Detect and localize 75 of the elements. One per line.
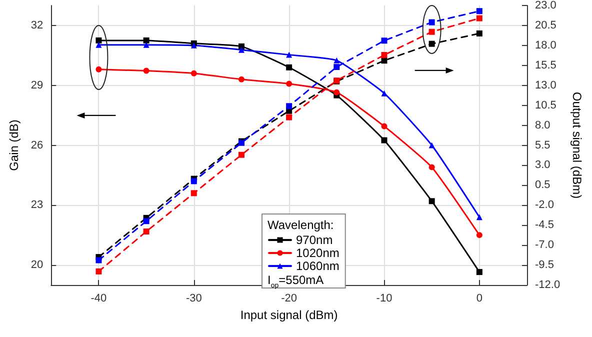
point xyxy=(428,19,435,26)
legend-label: 1020nm xyxy=(296,246,340,260)
y2-tick-label: -12.0 xyxy=(535,279,560,291)
point xyxy=(381,58,388,64)
point xyxy=(143,42,150,48)
y2-tick-label: 20.5 xyxy=(535,19,556,32)
point xyxy=(476,214,482,220)
y2-tick-label: -2.0 xyxy=(535,199,554,212)
x-tick-label: 0 xyxy=(476,292,482,304)
x-tick-label: -10 xyxy=(376,292,392,304)
point xyxy=(428,198,435,204)
x-tick-label: -30 xyxy=(186,292,202,304)
y2-tick-label: 5.5 xyxy=(535,139,550,152)
point xyxy=(96,268,102,274)
point xyxy=(476,8,482,14)
y2-tick-label: -7.0 xyxy=(535,239,554,252)
point xyxy=(428,28,435,35)
point xyxy=(286,103,292,110)
y2-tick-label: 18.0 xyxy=(535,39,556,52)
point xyxy=(190,178,197,184)
y2-tick-label: -9.5 xyxy=(535,259,554,272)
y2-tick-label: 0.5 xyxy=(535,179,550,192)
y-tick-label: 29 xyxy=(30,79,44,92)
point xyxy=(381,38,388,44)
point xyxy=(96,42,102,48)
point xyxy=(190,70,197,76)
point xyxy=(286,80,292,87)
y2-tick-label: 8.0 xyxy=(535,119,550,132)
y-axis-title: Gain (dB) xyxy=(7,120,21,171)
y2-axis-title: Output signal (dBm) xyxy=(570,92,584,199)
legend-title: Wavelength: xyxy=(268,218,334,232)
point xyxy=(238,46,244,53)
point xyxy=(381,137,388,144)
point xyxy=(381,123,388,130)
y2-tick-label: 3.0 xyxy=(535,159,550,172)
point xyxy=(143,68,150,74)
point xyxy=(334,57,340,64)
point xyxy=(143,228,150,234)
y-tick-label: 32 xyxy=(30,19,44,32)
y2-tick-label: -4.5 xyxy=(535,219,554,232)
point xyxy=(96,66,102,72)
point xyxy=(96,37,102,44)
y2-tick-label: 13.0 xyxy=(535,79,556,92)
point xyxy=(143,218,150,224)
point xyxy=(428,142,435,148)
point xyxy=(381,52,388,58)
point xyxy=(238,76,244,82)
point xyxy=(476,269,482,276)
point xyxy=(428,40,435,47)
point xyxy=(476,15,482,22)
y-tick-label: 20 xyxy=(30,259,44,272)
annotation: I$_{op}$=550mA xyxy=(268,272,324,289)
point xyxy=(476,30,482,36)
point xyxy=(286,64,292,70)
legend-label: 1060nm xyxy=(296,259,340,273)
x-tick-label: -20 xyxy=(281,292,298,304)
y-tick-label: 23 xyxy=(30,199,44,212)
x-axis-title: Input signal (dBm) xyxy=(240,308,338,322)
legend-label: 970nm xyxy=(296,233,333,247)
point xyxy=(96,257,102,264)
y2-tick-label: 15.5 xyxy=(535,59,556,72)
point xyxy=(238,43,244,50)
point xyxy=(334,64,340,70)
y2-tick-label: 23.0 xyxy=(535,0,556,12)
x-tick-label: -40 xyxy=(90,292,107,304)
point xyxy=(190,190,197,196)
point xyxy=(334,89,340,96)
point xyxy=(143,37,150,44)
y-tick-label: 26 xyxy=(30,139,44,152)
point xyxy=(286,52,292,58)
point xyxy=(286,114,292,120)
point xyxy=(428,164,435,170)
point xyxy=(476,232,482,238)
y2-tick-label: 10.5 xyxy=(535,99,556,112)
point xyxy=(238,152,244,158)
